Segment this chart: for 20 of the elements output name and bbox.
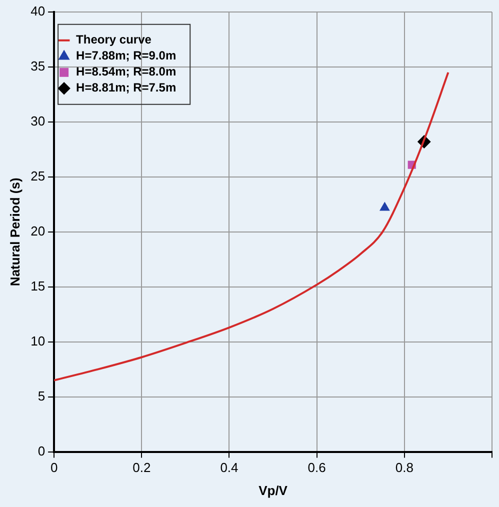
x-tick-label: 0.6 xyxy=(308,460,326,476)
y-axis-title: Natural Period (s) xyxy=(7,178,22,286)
y-tick-label: 20 xyxy=(30,223,46,238)
y-tick-label: 35 xyxy=(30,58,46,74)
legend-label: H=8.54m; R=8.0m xyxy=(76,64,176,79)
legend-label: Theory curve xyxy=(76,32,152,47)
x-axis-title: Vp/V xyxy=(258,482,288,498)
y-tick-label: 25 xyxy=(30,168,46,184)
y-tick-label: 10 xyxy=(30,333,46,348)
y-tick-label: 5 xyxy=(38,388,46,404)
legend-label: H=8.81m; R=7.5m xyxy=(76,80,176,95)
x-tick-label: 0 xyxy=(50,460,58,476)
x-tick-label: 0.2 xyxy=(132,460,151,476)
y-tick-label: 15 xyxy=(30,278,46,294)
x-tick-label: 0.4 xyxy=(220,460,238,476)
y-tick-label: 0 xyxy=(38,443,46,458)
y-tick-label: 40 xyxy=(30,4,46,19)
legend-label: H=7.88m; R=9.0m xyxy=(76,48,176,63)
y-tick-label: 30 xyxy=(30,114,46,129)
x-tick-label: 0.8 xyxy=(395,460,414,476)
